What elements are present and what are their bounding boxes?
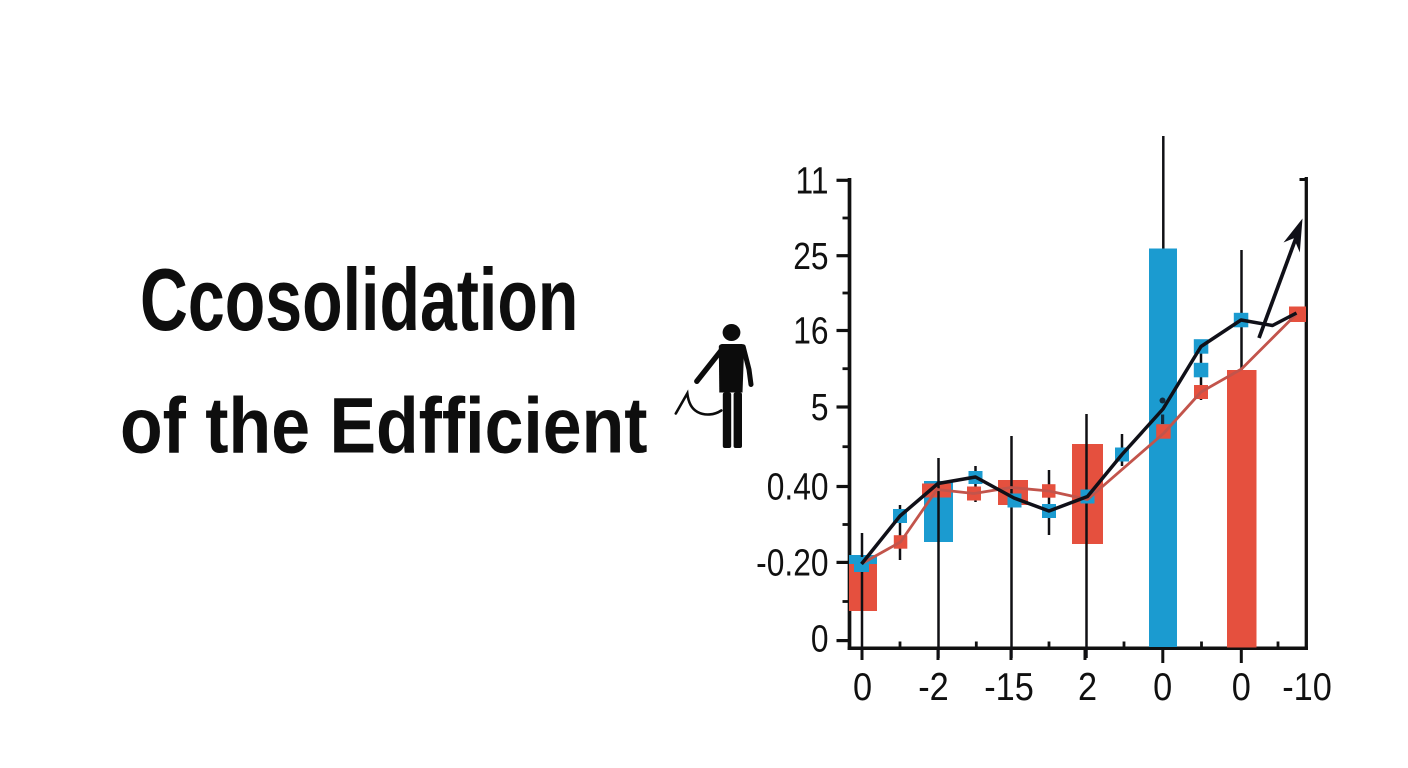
svg-text:-2: -2 — [918, 665, 949, 709]
svg-text:Ccosolidation: Ccosolidation — [140, 250, 578, 349]
svg-text:-10: -10 — [1282, 665, 1332, 709]
svg-text:5: 5 — [811, 387, 829, 429]
svg-text:11: 11 — [796, 160, 829, 202]
svg-text:0: 0 — [1232, 665, 1251, 709]
svg-text:2: 2 — [1078, 665, 1097, 709]
svg-text:of the Edfficient: of the Edfficient — [120, 382, 648, 470]
svg-text:0: 0 — [1153, 665, 1172, 709]
svg-text:16: 16 — [793, 310, 828, 352]
svg-text:25: 25 — [793, 235, 828, 277]
svg-text:0: 0 — [853, 665, 872, 709]
svg-text:0: 0 — [811, 618, 829, 660]
svg-text:0.40: 0.40 — [767, 466, 829, 508]
svg-text:-15: -15 — [984, 665, 1034, 709]
svg-text:-0.20: -0.20 — [756, 542, 828, 584]
